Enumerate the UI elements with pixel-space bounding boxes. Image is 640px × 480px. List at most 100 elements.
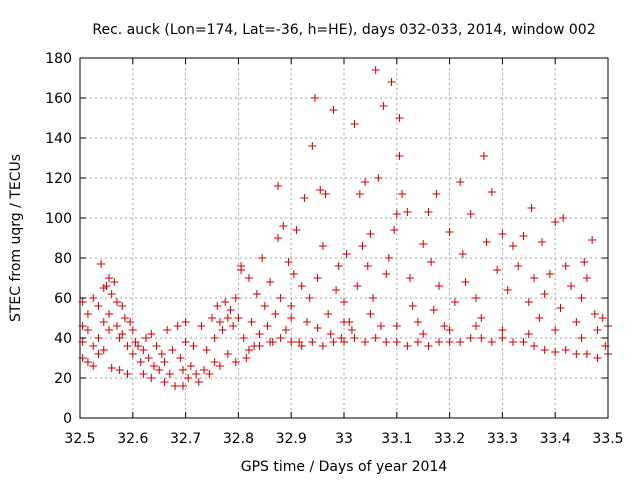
data-point — [118, 302, 127, 310]
data-point — [260, 302, 269, 310]
x-tick-label: 32.5 — [64, 431, 95, 447]
data-point — [392, 338, 401, 346]
data-point — [105, 326, 114, 334]
data-point — [342, 250, 351, 258]
data-point — [215, 318, 224, 326]
data-point — [202, 346, 211, 354]
x-tick-label: 33.2 — [434, 431, 465, 447]
data-point — [163, 326, 172, 334]
data-point — [545, 270, 554, 278]
data-point — [144, 354, 153, 362]
data-point — [266, 338, 275, 346]
data-point — [115, 366, 124, 374]
data-point — [176, 354, 185, 362]
data-point — [321, 190, 330, 198]
data-point — [498, 334, 507, 342]
data-point — [274, 182, 282, 190]
y-tick-label: 40 — [54, 331, 72, 347]
data-point — [128, 350, 137, 358]
data-point — [194, 378, 203, 386]
data-point — [588, 236, 597, 244]
y-tick-label: 140 — [45, 131, 72, 147]
data-point — [284, 258, 293, 266]
data-point — [395, 152, 404, 160]
data-point — [466, 210, 475, 218]
data-point — [432, 190, 441, 198]
data-point — [413, 318, 422, 326]
data-point — [374, 174, 383, 182]
data-point — [215, 362, 224, 370]
data-point — [427, 258, 436, 266]
y-tick-label: 160 — [45, 91, 72, 107]
data-point — [435, 338, 444, 346]
data-point — [329, 106, 338, 114]
data-point — [102, 282, 111, 290]
data-point — [598, 314, 607, 322]
data-point — [561, 346, 570, 354]
data-point — [316, 186, 325, 194]
data-point — [559, 214, 568, 222]
data-point — [139, 370, 148, 378]
data-point — [329, 338, 338, 346]
data-point — [458, 250, 467, 258]
data-point — [508, 242, 517, 250]
data-point — [392, 322, 401, 330]
data-point — [226, 306, 235, 314]
data-point — [118, 330, 127, 338]
x-axis-label: GPS time / Days of year 2014 — [241, 459, 448, 475]
data-point — [406, 274, 414, 282]
data-point — [384, 254, 393, 262]
data-point — [561, 262, 570, 270]
data-point — [472, 322, 480, 330]
data-point — [334, 262, 343, 270]
data-point — [287, 302, 296, 310]
data-point — [403, 342, 412, 350]
data-point — [371, 66, 380, 74]
data-point — [435, 282, 444, 290]
data-point — [577, 334, 586, 342]
data-point — [313, 274, 322, 282]
data-point — [271, 310, 280, 318]
data-point — [479, 152, 488, 160]
data-point — [287, 338, 296, 346]
data-point — [223, 314, 232, 322]
data-point — [252, 290, 261, 298]
x-tick-label: 33.5 — [592, 431, 623, 447]
data-point — [189, 342, 198, 350]
data-point — [361, 338, 370, 346]
data-point — [403, 208, 412, 216]
data-point — [221, 298, 230, 306]
data-point — [556, 304, 565, 312]
data-point — [139, 346, 148, 354]
data-point — [305, 294, 314, 302]
data-point — [413, 338, 422, 346]
data-point — [361, 178, 370, 186]
y-tick-label: 120 — [45, 171, 72, 187]
data-point — [350, 120, 359, 128]
x-tick-label: 33.3 — [487, 431, 518, 447]
data-point — [363, 262, 372, 270]
data-point — [289, 270, 298, 278]
x-tick-label: 32.6 — [117, 431, 148, 447]
data-point — [551, 218, 560, 226]
data-point — [155, 366, 164, 374]
data-point — [105, 310, 114, 318]
data-point — [340, 318, 348, 326]
data-point — [94, 302, 103, 310]
data-point — [231, 358, 240, 366]
data-point — [398, 190, 407, 198]
data-point — [487, 338, 496, 346]
x-tick-label: 33.1 — [381, 431, 412, 447]
data-point — [326, 330, 335, 338]
data-point — [324, 310, 333, 318]
y-tick-label: 20 — [54, 371, 72, 387]
data-point — [192, 370, 201, 378]
data-point — [255, 342, 264, 350]
x-tick-label: 32.7 — [170, 431, 201, 447]
data-point — [120, 314, 129, 322]
data-point — [255, 330, 264, 338]
data-point — [503, 286, 512, 294]
data-point — [308, 338, 317, 346]
data-point — [590, 310, 599, 318]
y-tick-label: 80 — [54, 251, 72, 267]
